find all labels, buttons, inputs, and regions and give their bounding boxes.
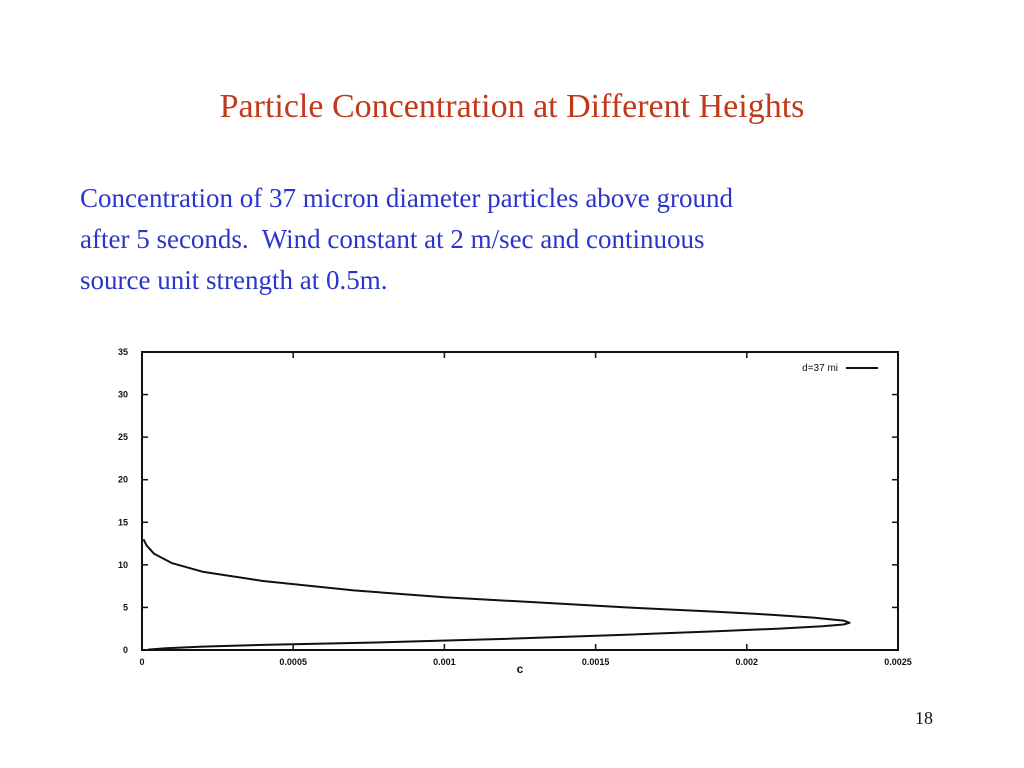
y-tick-label: 0 — [123, 645, 128, 655]
y-tick-label: 30 — [118, 390, 128, 400]
y-tick-label: 35 — [118, 347, 128, 357]
legend-label: d=37 mi — [802, 363, 838, 374]
x-tick-label: 0 — [139, 657, 144, 667]
body-line: source unit strength at 0.5m. — [80, 265, 388, 295]
y-axis: 0 5 10 15 20 25 30 35 — [118, 347, 898, 655]
slide-body-text: Concentration of 37 micron diameter part… — [80, 178, 980, 301]
y-tick-label: 5 — [123, 602, 128, 612]
x-tick-label: 0.001 — [433, 657, 456, 667]
y-tick-label: 15 — [118, 517, 128, 527]
legend: d=37 mi — [802, 363, 878, 374]
x-tick-label: 0.002 — [736, 657, 759, 667]
x-axis-label: c — [517, 662, 524, 676]
body-line: Concentration of 37 micron diameter part… — [80, 183, 734, 213]
y-tick-label: 20 — [118, 475, 128, 485]
series-line — [142, 538, 851, 651]
concentration-chart: 0 0.0005 0.001 0.0015 0.002 0.0025 0 5 10 15 20 25… — [118, 347, 912, 676]
series-layer — [142, 538, 851, 651]
plot-frame — [141, 351, 899, 651]
x-tick-label: 0.0015 — [582, 657, 610, 667]
x-tick-label: 0.0005 — [279, 657, 307, 667]
body-line: after 5 seconds. Wind constant at 2 m/se… — [80, 224, 705, 254]
x-tick-label: 0.0025 — [884, 657, 912, 667]
slide-title: Particle Concentration at Different Heig… — [219, 88, 805, 125]
x-axis: 0 0.0005 0.001 0.0015 0.002 0.0025 — [139, 352, 912, 667]
y-tick-label: 10 — [118, 560, 128, 570]
y-tick-label: 25 — [118, 432, 128, 442]
page-number: 18 — [915, 708, 933, 728]
